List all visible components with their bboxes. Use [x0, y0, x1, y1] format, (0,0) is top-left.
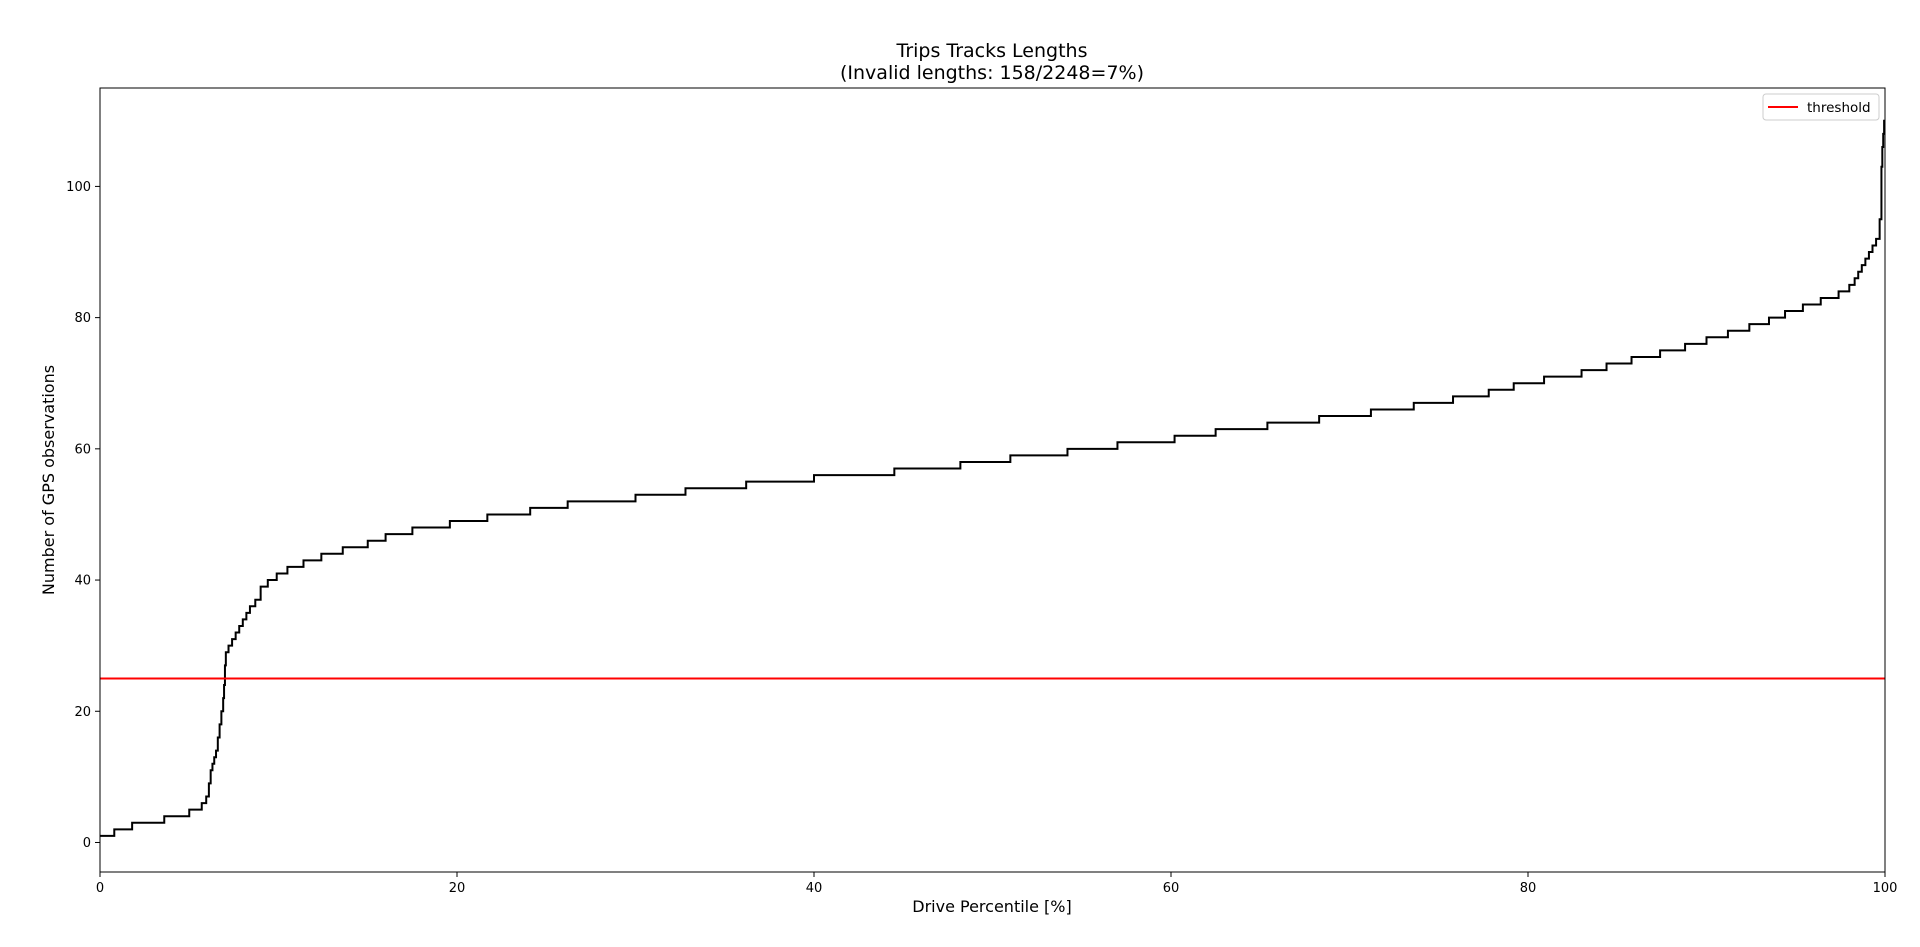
x-tick-label: 60 [1163, 881, 1180, 896]
y-tick-label: 100 [66, 180, 91, 195]
y-tick-label: 20 [74, 705, 91, 720]
legend: threshold [1762, 93, 1880, 121]
y-tick-label: 60 [74, 442, 91, 457]
series-line-0 [100, 119, 1886, 837]
x-axis: 0 20 40 60 80 100 [96, 872, 1898, 896]
y-axis-label: Number of GPS observations [39, 365, 58, 595]
plot-frame [99, 87, 1886, 873]
series-layer [100, 119, 1886, 837]
chart-title: Trips Tracks Lengths [896, 40, 1088, 62]
x-tick-label: 100 [1873, 881, 1898, 896]
legend-box [1762, 93, 1880, 121]
y-tick-label: 0 [83, 836, 91, 851]
chart-subtitle: (Invalid lengths: 158/2248=7%) [840, 62, 1144, 84]
x-tick-label: 20 [449, 881, 466, 896]
x-tick-label: 80 [1520, 881, 1537, 896]
y-tick-label: 80 [74, 311, 91, 326]
y-tick-label: 40 [74, 574, 91, 589]
x-tick-label: 40 [806, 881, 823, 896]
y-axis: 0 20 40 60 80 100 [66, 180, 100, 851]
legend-threshold-label: threshold [1807, 100, 1871, 116]
plot-area [100, 88, 1885, 872]
x-axis-label: Drive Percentile [%] [912, 897, 1071, 916]
x-tick-label: 0 [96, 881, 104, 896]
